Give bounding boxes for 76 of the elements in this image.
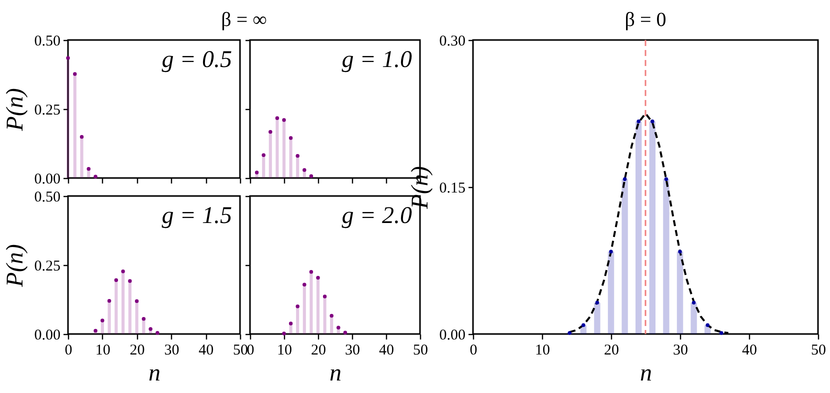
annotation: g = 0.5 [162, 47, 232, 73]
y-axis-title: P(n) [2, 244, 28, 288]
x-axis-title: n [330, 360, 342, 386]
point [706, 323, 710, 328]
x-tick-label: 30 [164, 342, 180, 358]
point [330, 314, 334, 318]
point [288, 136, 293, 140]
x-tick-label: 40 [198, 342, 214, 358]
x-tick-label: 40 [379, 342, 394, 358]
point [650, 119, 654, 124]
point [100, 318, 104, 322]
point [309, 270, 314, 274]
chart-title: β = 0 [624, 9, 666, 31]
y-tick-label: 0.00 [34, 328, 60, 344]
annotation: g = 2.0 [342, 203, 412, 229]
point [66, 56, 70, 60]
x-tick-label: 30 [673, 342, 688, 358]
point [609, 250, 613, 254]
point [692, 300, 696, 305]
point [134, 299, 139, 304]
point [254, 170, 259, 174]
x-tick-label: 50 [413, 342, 428, 358]
point [296, 304, 300, 308]
x-tick-label: 10 [277, 342, 292, 358]
x-tick-label: 20 [130, 342, 145, 358]
point [148, 327, 152, 331]
point [282, 118, 286, 122]
point [268, 130, 272, 134]
point [142, 316, 146, 321]
point [595, 300, 600, 305]
point [128, 279, 132, 283]
x-tick-label: 20 [311, 342, 326, 358]
x-tick-label: 30 [345, 342, 360, 358]
x-tick-label: 20 [604, 342, 619, 358]
point [316, 276, 320, 280]
point [288, 322, 293, 326]
point [107, 299, 112, 303]
point [80, 135, 84, 139]
x-tick-label: 40 [742, 342, 757, 358]
x-axis-title: n [148, 360, 160, 386]
x-axis-title: n [640, 360, 652, 386]
annotation: g = 1.5 [162, 203, 232, 229]
x-tick-label: 0 [64, 342, 72, 358]
annotation: g = 1.0 [342, 47, 412, 73]
y-tick-label: 0.25 [34, 102, 60, 118]
x-tick-label: 10 [95, 342, 110, 358]
x-tick-label: 50 [233, 342, 248, 358]
point [275, 116, 280, 120]
point [336, 326, 340, 330]
point [262, 153, 266, 157]
point [121, 269, 125, 274]
x-tick-label: 10 [535, 342, 550, 358]
point [636, 119, 640, 124]
y-axis-title: P(n) [2, 88, 28, 132]
point [664, 177, 668, 182]
point [678, 250, 682, 254]
point [582, 323, 586, 328]
y-tick-label: 0.25 [34, 258, 60, 274]
point [302, 168, 306, 172]
point [622, 177, 627, 182]
y-tick-label: 0.00 [34, 172, 60, 188]
x-tick-label: 0 [246, 342, 254, 358]
point [302, 282, 306, 286]
point [73, 72, 77, 76]
y-tick-label: 0.30 [439, 34, 466, 50]
point [322, 294, 327, 298]
point [296, 154, 300, 158]
x-tick-label: 50 [811, 342, 826, 358]
y-tick-label: 0.50 [34, 34, 60, 50]
y-tick-label: 0.50 [34, 190, 60, 206]
y-tick-label: 0.15 [439, 180, 466, 196]
point [86, 167, 91, 171]
chart-title: β = ∞ [221, 9, 267, 31]
x-tick-label: 0 [470, 342, 478, 358]
y-tick-label: 0.00 [439, 328, 466, 344]
point [114, 278, 118, 282]
